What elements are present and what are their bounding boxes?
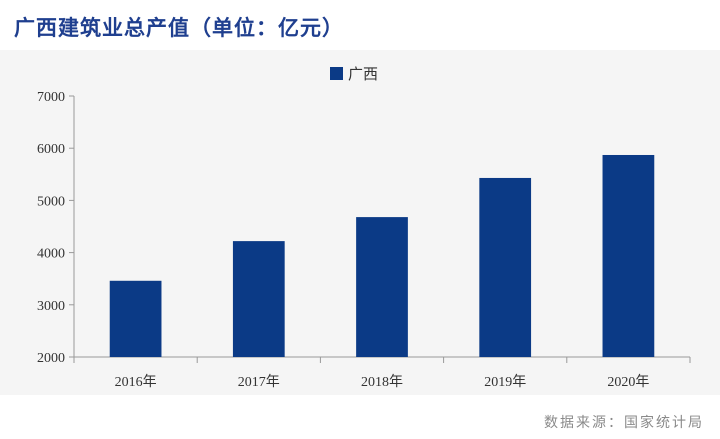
y-tick-label: 6000 <box>37 142 65 157</box>
bar-2019年 <box>479 177 532 357</box>
y-tick-label: 5000 <box>37 194 65 209</box>
x-axis: 2016年 2017年 2018年 2019年 2020年 <box>73 356 691 390</box>
bars <box>109 154 655 357</box>
y-axis: 2000 3000 4000 5000 6000 7000 <box>37 90 75 366</box>
bar-2018年 <box>356 217 408 357</box>
bar-2017年 <box>232 241 285 357</box>
y-tick-label: 2000 <box>37 351 65 366</box>
legend-swatch <box>330 67 343 80</box>
y-tick-label: 3000 <box>37 299 65 314</box>
y-tick-label: 7000 <box>37 90 65 105</box>
x-tick-label: 2017年 <box>238 374 280 390</box>
x-tick-label: 2019年 <box>484 374 526 390</box>
chart-title: 广西建筑业总产值（单位：亿元） <box>14 15 344 40</box>
legend: 广西 <box>330 65 378 83</box>
bar-2016年 <box>109 280 162 357</box>
legend-label: 广西 <box>348 65 378 83</box>
data-source-note: 数据来源：国家统计局 <box>544 415 704 431</box>
bar-2020年 <box>602 154 655 357</box>
x-tick-label: 2016年 <box>115 374 157 390</box>
x-tick-label: 2018年 <box>361 374 403 390</box>
x-tick-label: 2020年 <box>607 374 649 390</box>
y-tick-label: 4000 <box>37 247 65 262</box>
